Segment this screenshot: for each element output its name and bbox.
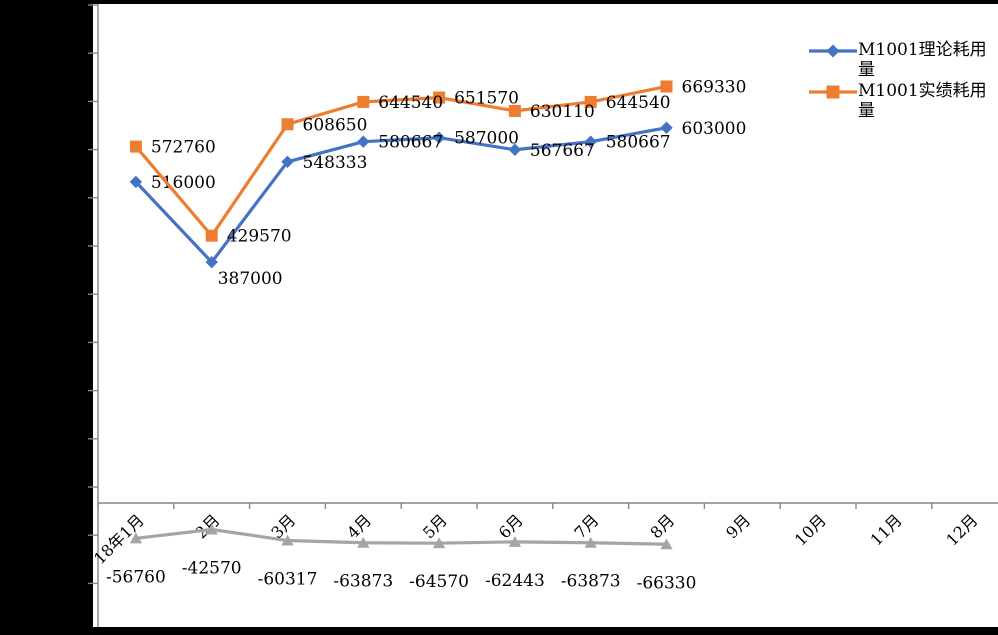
data-label: 387000 [218,269,283,289]
x-axis-label: 10月 [791,510,830,549]
data-point-triangle [432,537,446,549]
data-point-triangle [281,534,294,546]
series-line-0 [134,126,669,264]
data-point-diamond [584,135,597,148]
black-border-top [0,0,998,4]
x-axis-label: 11月 [867,510,906,549]
data-point-diamond [357,135,370,148]
data-label: 587000 [454,129,519,149]
data-label: 548333 [303,153,368,173]
legend-marker-square-icon [809,85,857,99]
data-label: 567667 [530,141,595,161]
data-point-triangle [357,536,370,548]
data-point-square [205,229,218,242]
data-label: -56760 [106,567,166,587]
data-point-diamond [432,131,446,144]
black-border-bottom [0,627,998,635]
x-axis-label: 8月 [646,510,678,542]
data-label: 644540 [606,93,671,113]
data-point-square [508,104,521,117]
data-point-triangle [660,538,673,550]
data-point-square [129,140,142,153]
data-label: -63873 [333,572,393,592]
x-axis-label: 4月 [343,510,375,542]
legend-item-theoretical[interactable]: M1001理论耗用量 [808,40,996,80]
data-label: -66330 [637,573,697,593]
data-point-triangle [205,523,218,535]
data-point-diamond [205,255,218,269]
data-point-triangle [584,536,597,548]
series-line-1 [134,84,669,238]
data-label: 669330 [682,77,747,97]
series-line-2 [134,527,669,546]
x-axis-label: 7月 [571,510,603,542]
data-point-square [660,80,673,93]
data-point-diamond [660,121,673,134]
legend-item-actual[interactable]: M1001实绩耗用量 [808,81,996,121]
data-label: 651570 [454,89,519,109]
black-border-left [0,0,93,635]
data-label: 572760 [151,138,216,158]
data-point-square [281,118,294,131]
data-label: 630110 [530,102,595,122]
x-axis-label: 6月 [495,510,527,542]
data-point-square [584,95,597,108]
data-point-triangle [129,532,143,544]
legend-marker-diamond-icon [809,44,857,58]
x-axis-label: 12月 [942,510,981,549]
data-point-square [433,91,446,104]
x-axis-label: 5月 [419,510,451,542]
legend-label-actual: M1001实绩耗用量 [858,81,987,121]
data-label: -63873 [561,572,621,592]
data-label: -42570 [182,558,242,578]
data-label: -62443 [485,571,545,591]
data-label: 516000 [151,173,216,193]
legend: M1001理论耗用量 M1001实绩耗用量 [808,40,996,121]
data-point-triangle [508,536,522,547]
data-point-diamond [129,175,143,189]
data-label: 644540 [378,93,443,113]
data-label: 608650 [303,115,368,135]
x-axis-label: 9月 [722,510,754,542]
data-point-square [357,95,370,108]
data-point-diamond [281,155,294,168]
x-axis-label: 2月 [192,510,224,542]
legend-label-theoretical: M1001理论耗用量 [858,40,987,80]
data-label: -64570 [409,572,469,592]
data-label: 429570 [227,227,292,247]
data-label: 580667 [378,133,443,153]
data-label: -60317 [258,570,318,590]
data-label: 603000 [682,119,747,139]
data-point-diamond [508,143,522,156]
data-label: 580667 [606,133,671,153]
